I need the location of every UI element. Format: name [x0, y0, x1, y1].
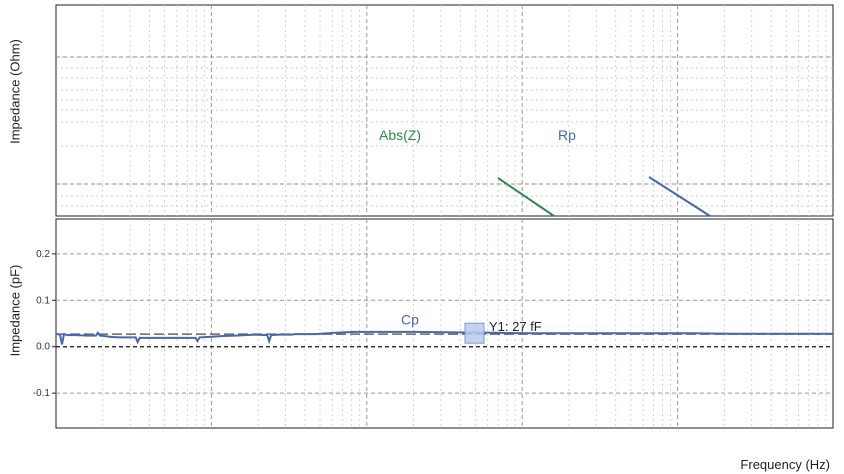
- impedance-pf-panel: 0.2 0.1 0.0 -0.1 Cp Y1: 27 fF: [33, 218, 834, 429]
- series-line-cp: [55, 330, 833, 345]
- series-label-abs-z-: Abs(Z): [379, 127, 421, 143]
- series-label-rp: Rp: [558, 127, 576, 143]
- y-tick-label: -0.1: [33, 388, 51, 399]
- x-axis-label: Frequency (Hz): [740, 457, 830, 472]
- impedance-ohm-panel: Abs(Z) Rp: [55, 4, 834, 217]
- y-tick-label: 0.0: [36, 342, 50, 353]
- y1-annotation-label: Y1: 27 fF: [489, 319, 542, 334]
- top-plot-frame: [55, 4, 834, 217]
- y-tick-label: 0.2: [36, 249, 50, 260]
- y-axis-label-ohm: Impedance (Ohm): [7, 39, 23, 144]
- y-axis-label-pf: Impedance (pF): [7, 264, 23, 357]
- y1-marker-box: [464, 322, 485, 344]
- series-line-rp: [648, 176, 711, 217]
- series-line-abs-z-: [497, 177, 555, 217]
- series-label-cp: Cp: [401, 311, 419, 327]
- bottom-plot-frame: [55, 218, 834, 429]
- y-tick-label: 0.1: [36, 295, 50, 306]
